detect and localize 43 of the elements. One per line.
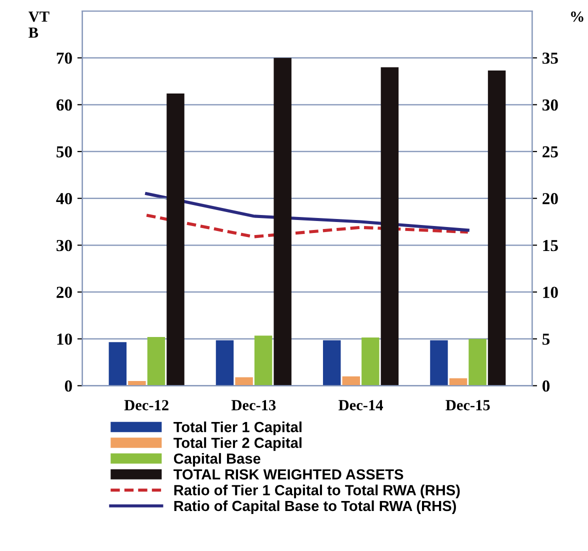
legend-label: Total Tier 2 Capital (174, 437, 302, 451)
bar (166, 93, 184, 386)
x-tick-label: Dec-14 (338, 400, 383, 410)
y-tick-label: 30 (56, 240, 72, 252)
y-axis-title: VT B (28, 12, 50, 38)
y2-tick-label: 15 (543, 240, 558, 252)
bar (274, 58, 292, 386)
y2-tick-label: 30 (542, 99, 558, 111)
y2-axis-title: % (571, 11, 584, 22)
legend-label: Total Tier 1 Capital (174, 422, 302, 436)
x-tick-label: Dec-15 (446, 400, 490, 410)
bar (235, 377, 253, 386)
legend-label: TOTAL RISK WEIGHTED ASSETS (174, 469, 404, 480)
y2-tick-label: 0 (542, 380, 550, 392)
legend-label: Capital Base (174, 453, 260, 467)
x-tick-label: Dec-13 (231, 400, 276, 410)
bar (488, 70, 506, 386)
x-tick-label: Dec-12 (124, 400, 168, 410)
bar (108, 342, 127, 386)
bar (216, 340, 234, 386)
bar (362, 337, 380, 386)
bar (468, 338, 486, 386)
bar (147, 336, 166, 386)
y2-tick-label: 25 (542, 146, 558, 158)
y-tick-label: 60 (56, 99, 72, 111)
bar (254, 336, 272, 386)
legend-label: Ratio of Capital Base to Total RWA (RHS) (174, 500, 456, 514)
bar (430, 340, 448, 386)
line-series (145, 214, 470, 238)
y-tick-label: 70 (56, 52, 72, 64)
y2-tick-label: 20 (542, 193, 558, 204)
y-tick-label: 0 (64, 380, 72, 392)
y-tick-label: 50 (56, 146, 72, 158)
y2-tick-label: 35 (542, 52, 558, 64)
bar (380, 67, 399, 386)
y2-tick-label: 5 (542, 334, 550, 345)
y-tick-label: 20 (56, 286, 72, 298)
legend-label: Ratio of Tier 1 Capital to Total RWA (RHS) (174, 484, 460, 498)
y-tick-label: 40 (56, 193, 72, 204)
y2-tick-label: 10 (543, 286, 558, 298)
bar (449, 378, 468, 386)
y-tick-label: 10 (57, 334, 72, 345)
bar (322, 340, 341, 386)
